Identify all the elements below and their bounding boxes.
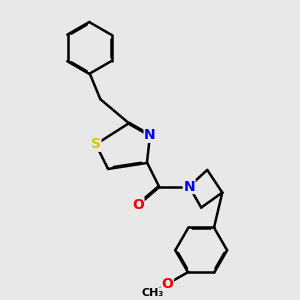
Text: CH₃: CH₃ bbox=[141, 288, 164, 298]
Text: S: S bbox=[91, 137, 101, 151]
Text: O: O bbox=[132, 198, 144, 212]
Text: O: O bbox=[161, 277, 173, 291]
Text: N: N bbox=[144, 128, 156, 142]
Text: N: N bbox=[183, 179, 195, 194]
